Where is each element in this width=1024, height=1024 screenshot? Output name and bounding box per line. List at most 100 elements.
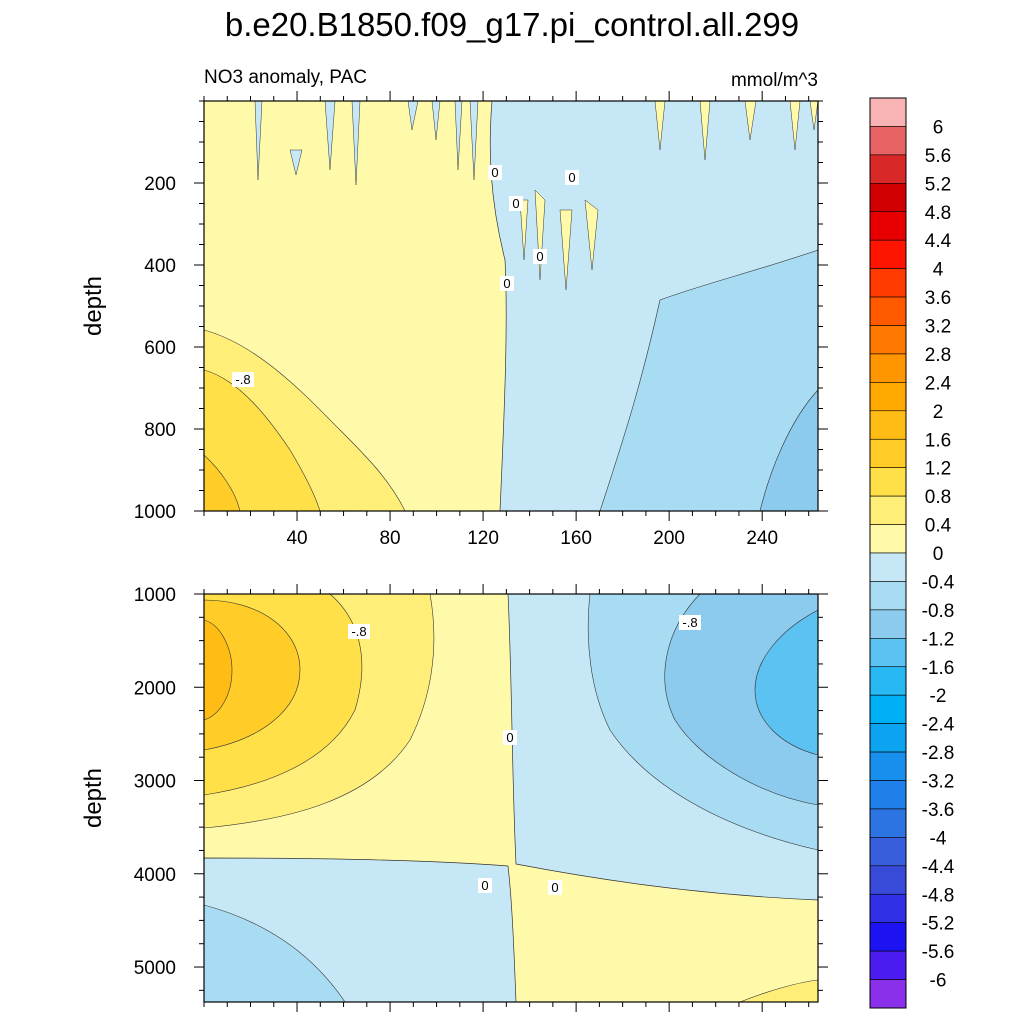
top-x-ticks: 40 80 120 160 200 240 (203, 91, 810, 549)
colorbar-label: 3.6 (925, 288, 951, 309)
colorbar-swatch (869, 950, 907, 980)
bottom-contour-labels: -.8 -.8 0 0 0 (348, 615, 701, 895)
colorbar-swatch (869, 552, 907, 582)
colorbar-label: 6 (933, 117, 944, 138)
y-tick-label: 2000 (134, 678, 176, 699)
contour-label: 0 (568, 170, 575, 185)
colorbar-swatch (869, 666, 907, 696)
colorbar-label: -3.6 (922, 800, 955, 821)
colorbar-swatch (869, 410, 907, 440)
colorbar-swatch (869, 638, 907, 668)
colorbar-swatch (869, 723, 907, 753)
contour-label: 0 (481, 878, 488, 893)
y-tick-label: 5000 (134, 958, 176, 979)
contour-label-box (488, 165, 502, 180)
colorbar-label: 0.8 (925, 487, 951, 508)
bottom-fill-minus-1.2-to-minus-1.6-right (754, 609, 818, 756)
colorbar-swatch (869, 780, 907, 810)
x-tick-label: 40 (286, 528, 307, 549)
colorbar-label: -5.6 (922, 942, 955, 963)
colorbar-swatch (869, 581, 907, 611)
colorbar-swatch (869, 979, 907, 1009)
colorbar-label: 2.8 (925, 345, 951, 366)
y-tick-label: 400 (144, 256, 176, 277)
x-tick-label: 80 (379, 528, 400, 549)
colorbar-label: -1.2 (922, 629, 955, 650)
colorbar-label: 1.2 (925, 459, 951, 480)
colorbar-swatch (869, 183, 907, 213)
colorbar-label: -4.8 (922, 885, 955, 906)
colorbar-swatch (869, 524, 907, 554)
colorbar-label: 2.4 (925, 373, 952, 394)
colorbar-label: 5.6 (925, 146, 951, 167)
contour-label: 0 (491, 165, 498, 180)
y-tick-label: 1000 (134, 502, 176, 523)
colorbar-label: 0.4 (925, 516, 952, 537)
contour-label-box (509, 196, 523, 211)
colorbar-label: -0.8 (922, 601, 955, 622)
colorbar-label: 5.2 (925, 174, 951, 195)
x-tick-label: 160 (560, 528, 592, 549)
colorbar-label: -1.6 (922, 658, 955, 679)
colorbar-label: 1.6 (925, 430, 951, 451)
contour-label: 0 (551, 880, 558, 895)
colorbar-swatch (869, 296, 907, 326)
chart-title: b.e20.B1850.f09_g17.pi_control.all.299 (225, 6, 799, 43)
top-contour-labels: 0 0 0 0 0 -.8 (232, 165, 579, 387)
bottom-fill-1.2-to-1.6 (204, 599, 301, 751)
colorbar-label: -3.2 (922, 772, 955, 793)
colorbar-swatch (869, 154, 907, 184)
contour-label: 0 (506, 730, 513, 745)
bottom-y-axis-label: depth (80, 768, 107, 828)
subtitle-left: NO3 anomaly, PAC (204, 67, 367, 88)
colorbar-label: 4 (933, 260, 944, 281)
y-tick-label: 200 (144, 174, 176, 195)
colorbar-label: -5.2 (922, 914, 955, 935)
colorbar-label: 2 (933, 402, 944, 423)
colorbar: 6 5.6 5.2 4.8 4.4 4 3.6 3.2 2.8 2.4 2 1.6 1.2 0.8 0.4 0… (869, 97, 955, 1009)
top-fill-minus-0.4-to-minus-0.8 (599, 249, 818, 511)
colorbar-frame (869, 97, 907, 1009)
top-panel: 0 0 0 0 0 -.8 depth 40 80 120 160 200 240 200… (80, 91, 828, 549)
contour-label-box (500, 276, 514, 291)
x-tick-label: 240 (746, 528, 778, 549)
colorbar-swatch (869, 808, 907, 838)
top-noise-yellow (519, 101, 818, 291)
x-tick-label: 120 (467, 528, 499, 549)
colorbar-swatch (869, 893, 907, 923)
colorbar-swatch (869, 211, 907, 241)
colorbar-swatch (869, 353, 907, 383)
colorbar-label: -6 (930, 971, 947, 992)
bottom-x-ticks (203, 584, 810, 1012)
y-tick-label: 800 (144, 420, 176, 441)
contour-label: 0 (512, 196, 519, 211)
bottom-y-ticks: 1000 2000 3000 4000 5000 (134, 585, 828, 991)
contour-label-box (232, 372, 254, 387)
contour-label-box (348, 624, 370, 639)
bottom-fill-1.6-to-2 (204, 619, 233, 721)
colorbar-swatch (869, 495, 907, 525)
colorbar-label: 0 (933, 544, 944, 565)
contour-label: -.8 (682, 615, 697, 630)
colorbar-swatch (869, 239, 907, 269)
colorbar-swatch (869, 97, 907, 127)
colorbar-label: -2 (930, 686, 947, 707)
contour-label-box (503, 730, 517, 745)
colorbar-swatch (869, 268, 907, 298)
y-tick-label: 600 (144, 338, 176, 359)
subtitle-units: mmol/m^3 (731, 70, 818, 91)
contour-label-box (565, 170, 579, 185)
colorbar-label: 4.4 (925, 231, 952, 252)
contour-label-box (548, 880, 562, 895)
x-tick-label: 200 (653, 528, 685, 549)
top-y-axis-label: depth (80, 276, 107, 336)
colorbar-swatch (869, 438, 907, 468)
colorbar-swatch (869, 694, 907, 724)
colorbar-label: 4.8 (925, 203, 951, 224)
colorbar-swatch (869, 922, 907, 952)
colorbar-label: 3.2 (925, 317, 951, 338)
colorbar-label: -4.4 (922, 857, 955, 878)
top-noise-blue (254, 101, 479, 186)
colorbar-swatch (869, 325, 907, 355)
